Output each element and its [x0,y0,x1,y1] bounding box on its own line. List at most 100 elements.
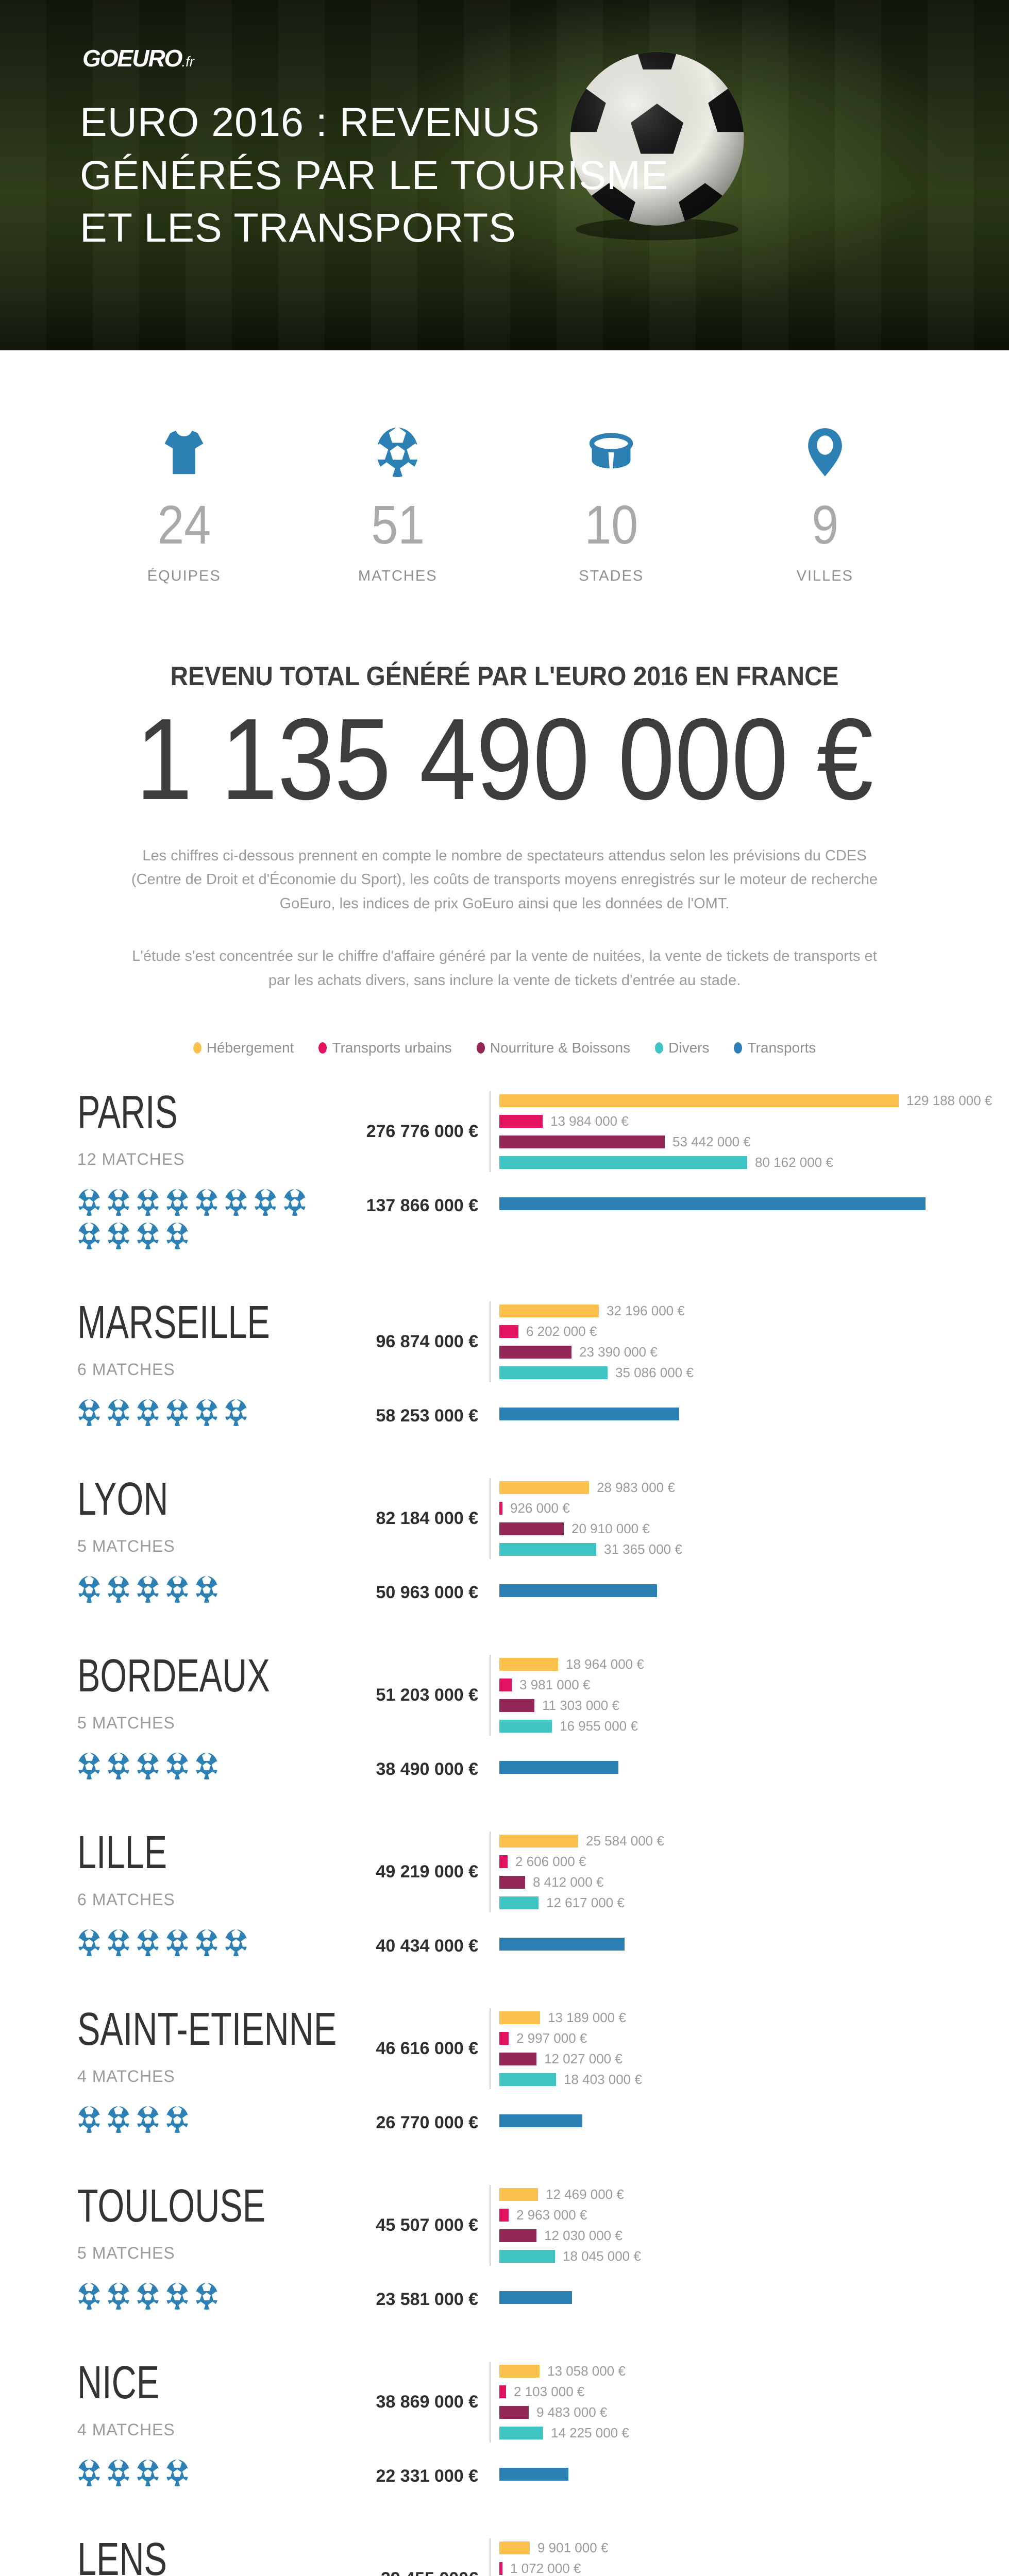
city-chart: 38 869 000 € 13 058 000 € 2 103 000 € 9 48… [325,2360,932,2487]
bar-row-nourriture-boissons: 20 910 000 € [499,1521,682,1537]
transport-total: 58 253 000 € [376,1405,478,1426]
match-ball-icon [107,2459,130,2487]
bar-hebergement [499,1094,899,1107]
intro-paragraph-2: L'étude s'est concentrée sur le chiffre … [132,948,877,989]
match-ball-icon [77,1222,101,1250]
bar-value-transports-urbains: 3 981 000 € [519,1676,591,1692]
bar-hebergement [499,2541,530,2554]
transport-total: 38 490 000 € [376,1759,478,1779]
match-ball-icon [77,1399,101,1427]
total-revenue-section: REVENU TOTAL GÉNÉRÉ PAR L'EURO 2016 EN F… [0,661,1009,1056]
legend-dot-hebergement [193,1042,201,1054]
bar-nourriture-boissons [499,1135,665,1148]
match-ball-icon [136,1222,160,1250]
tourism-bars: 25 584 000 €2 606 000 € 8 412 000 € 12 617… [490,1831,664,1912]
bar-transports-urbains [499,2208,509,2222]
transport-bar [499,1407,679,1420]
city-matches-count: 12 MATCHES [77,1149,185,1168]
city-name: LENS [77,2533,167,2576]
stat-value-villes: 9 [811,495,838,555]
match-ball-icon [165,1575,189,1603]
city-chart: 51 203 000 € 18 964 000 € 3 981 000 € 11 3… [325,1653,932,1780]
tourism-bars: 12 469 000 € 2 963 000 € 12 030 000 € 18 04… [490,2184,641,2266]
legend-label-nourriture: Nourriture & Boissons [490,1039,631,1056]
bar-divers [499,2249,555,2263]
bar-row-nourriture-boissons: 8 412 000 € [499,1874,664,1890]
match-ball-icon [107,1222,130,1250]
bar-row-divers: 14 225 000 € [499,2425,629,2441]
bar-transports-urbains [499,1678,512,1691]
stat-villes: 9 VILLES [718,427,932,585]
bar-transports-urbains [499,2031,509,2045]
revenue-heading: REVENU TOTAL GÉNÉRÉ PAR L'EURO 2016 EN F… [170,662,839,691]
bar-value-divers: 80 162 000 € [755,1154,833,1170]
hero-header: GOEURO.fr EURO 2016 : REVENUS GÉNÉRÉS PA… [0,0,1009,350]
bar-divers [499,1366,608,1379]
match-ball-icon [107,2282,130,2310]
city-matches-count: 6 MATCHES [77,1360,175,1379]
match-ball-icon [136,1399,160,1427]
match-ball-icon [165,1399,189,1427]
match-ball-icon [136,1752,160,1780]
match-ball-icon [254,1189,277,1216]
bar-value-divers: 16 955 000 € [560,1718,638,1734]
legend-label-hebergement: Hébergement [206,1039,294,1056]
city-chart: 276 776 000 € 129 188 000 € 13 984 000 € 5… [325,1089,992,1250]
bar-value-transports-urbains: 2 963 000 € [516,2207,587,2223]
goeuro-logo[interactable]: GOEURO.fr [82,44,194,72]
bar-row-hebergement: 13 058 000 € [499,2363,629,2379]
city-match-balls [77,2282,319,2310]
city-match-balls [77,1752,319,1780]
match-ball-icon [136,1575,160,1603]
city-name: NICE [77,2357,160,2409]
transport-total: 50 963 000 € [376,1582,478,1602]
legend-dot-nourriture [476,1042,485,1054]
bar-divers [499,2073,556,2086]
match-ball-icon [77,2282,101,2310]
stat-value-stades: 10 [584,495,638,555]
city-match-balls [77,2459,319,2487]
bar-value-hebergement: 13 189 000 € [548,2009,626,2025]
transport-bar [499,1584,657,1597]
intro-paragraph-1: Les chiffres ci-dessous prennent en comp… [131,848,878,912]
city-matches-count: 5 MATCHES [77,1536,175,1555]
tourism-bars: 18 964 000 € 3 981 000 € 11 303 000 € 16 95… [490,1654,644,1736]
bar-value-hebergement: 12 469 000 € [546,2186,624,2202]
bar-value-nourriture-boissons: 12 030 000 € [544,2227,623,2243]
transport-bar [499,2114,582,2127]
city-section-marseille: MARSEILLE 6 MATCHES 96 874 000 € 32 196 … [77,1299,932,1427]
bar-value-divers: 18 403 000 € [564,2071,642,2087]
stat-label-matches: MATCHES [358,568,438,584]
city-matches-count: 5 MATCHES [77,1713,175,1732]
legend-item-nourriture: Nourriture & Boissons [476,1039,631,1056]
page-title-line2: GÉNÉRÉS PAR LE TOURISME [80,151,669,198]
bar-row-hebergement: 32 196 000 € [499,1303,694,1319]
match-ball-icon [195,1399,218,1427]
legend-label-transports: Transports [747,1039,816,1056]
legend-item-transports-urbains: Transports urbains [318,1040,452,1056]
stat-matches: 51 MATCHES [291,427,505,585]
bar-transports-urbains [499,1114,543,1128]
city-name: LILLE [77,1826,167,1878]
stat-label-villes: VILLES [796,568,853,584]
soccer-ball-icon [291,427,505,481]
tourism-total: 46 616 000 € [376,2038,478,2058]
bar-value-transports-urbains: 1 072 000 € [510,2560,581,2576]
stat-equipes: 24 ÉQUIPES [77,427,291,585]
bar-hebergement [499,1304,599,1317]
match-ball-icon [107,1929,130,1957]
tourism-total: 51 203 000 € [376,1685,478,1705]
city-match-balls [77,1399,319,1427]
bar-row-divers: 12 617 000 € [499,1895,664,1911]
city-section-bordeaux: BORDEAUX 5 MATCHES 51 203 000 € 18 964 0… [77,1653,932,1780]
transport-total: 22 331 000 € [376,2466,478,2486]
transport-total: 26 770 000 € [376,2112,478,2132]
bar-value-nourriture-boissons: 9 483 000 € [536,2404,608,2420]
city-matches-count: 4 MATCHES [77,2420,175,2439]
bar-row-divers: 35 086 000 € [499,1365,694,1381]
bar-row-nourriture-boissons: 9 483 000 € [499,2404,629,2420]
bar-row-transports-urbains: 3 981 000 € [499,1677,644,1693]
bar-row-nourriture-boissons: 53 442 000 € [499,1134,992,1150]
legend-item-divers: Divers [655,1040,709,1056]
bar-row-transports-urbains: 926 000 € [499,1500,682,1516]
